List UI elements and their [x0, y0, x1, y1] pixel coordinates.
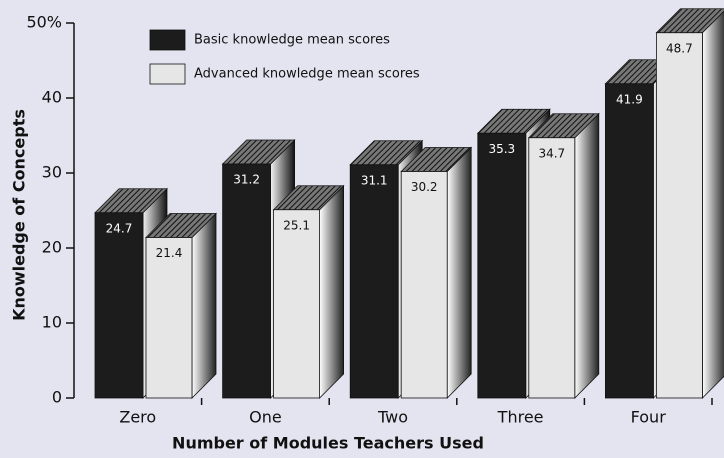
bar-side: [574, 112, 600, 399]
bar-side: [446, 146, 472, 399]
y-tick-label: 20: [42, 238, 62, 257]
y-tick-label: 10: [42, 313, 62, 332]
bar-side: [702, 10, 724, 399]
y-tick-label: 30: [42, 163, 62, 182]
bar: [400, 171, 448, 399]
x-tick-label: Four: [631, 408, 667, 427]
legend-swatch: [149, 63, 186, 85]
bar: [656, 32, 703, 399]
y-tick-label: 0: [52, 388, 62, 407]
bar-side: [191, 212, 217, 399]
bar: [349, 164, 399, 399]
bar: [145, 237, 193, 399]
value-label: 24.7: [106, 221, 133, 235]
bar: [605, 83, 654, 399]
legend-label: Advanced knowledge mean scores: [194, 67, 420, 82]
bar-side: [319, 184, 345, 399]
x-tick-label: Two: [377, 408, 408, 427]
value-label: 35.3: [488, 142, 515, 156]
bar: [528, 137, 576, 399]
value-label: 31.2: [233, 173, 260, 187]
bar: [477, 132, 527, 399]
x-tick-label: One: [249, 408, 282, 427]
value-label: 34.7: [538, 146, 565, 160]
bar: [273, 209, 321, 399]
value-label: 48.7: [666, 41, 693, 55]
legend-swatch: [149, 29, 186, 51]
value-label: 21.4: [156, 246, 183, 260]
bar: [94, 212, 144, 399]
value-label: 30.2: [411, 180, 438, 194]
value-label: 25.1: [283, 218, 310, 232]
value-label: 31.1: [361, 173, 388, 187]
x-axis-title: Number of Modules Teachers Used: [172, 434, 484, 453]
y-tick-label: 40: [42, 88, 62, 107]
y-tick-label: 50%: [26, 13, 62, 32]
x-tick-label: Three: [497, 408, 544, 427]
y-axis-title: Knowledge of Concepts: [10, 109, 29, 321]
legend-label: Basic knowledge mean scores: [194, 33, 390, 48]
bar: [222, 163, 272, 399]
value-label: 41.9: [616, 92, 643, 106]
x-tick-label: Zero: [119, 408, 156, 427]
